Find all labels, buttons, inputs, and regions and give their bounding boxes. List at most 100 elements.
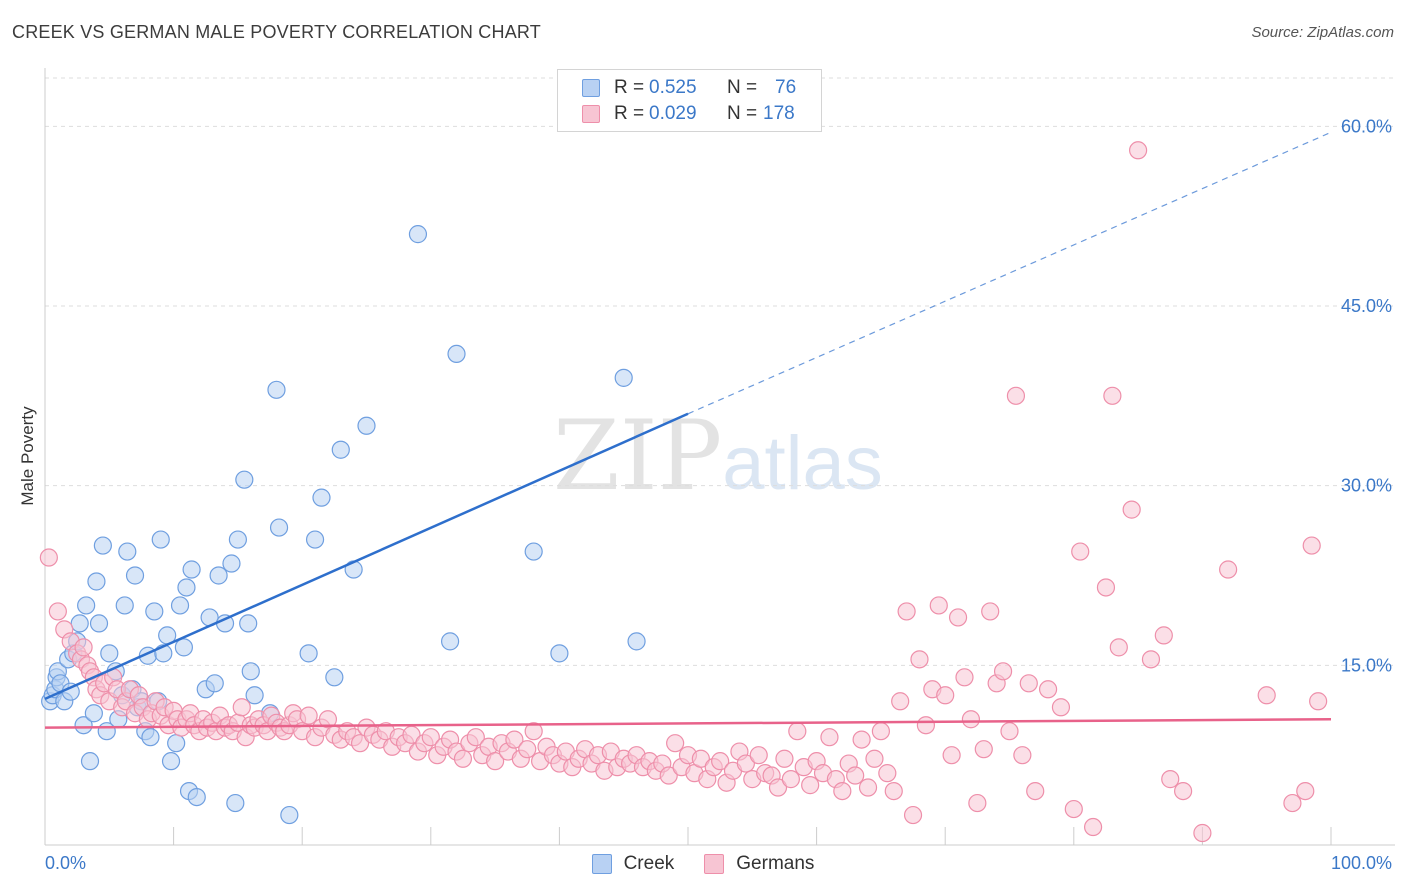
creek-point: [239, 614, 258, 633]
germans-point: [524, 722, 543, 741]
germans-point: [299, 706, 318, 725]
creek-point: [267, 380, 286, 399]
germans-point: [1219, 560, 1238, 579]
creek-point: [170, 596, 190, 615]
germans-point: [48, 602, 67, 621]
germans-point: [801, 776, 820, 795]
creek-point: [357, 416, 376, 435]
germans-point: [666, 734, 685, 753]
creek-point: [440, 632, 460, 651]
germans-point: [936, 686, 955, 705]
legend-r-label: R =: [614, 77, 645, 98]
germans-point: [1283, 793, 1302, 813]
y-tick-label: 60.0%: [1341, 116, 1392, 136]
creek-point: [93, 536, 112, 555]
legend-row-germans: R = 0.029 N = 178: [582, 102, 795, 126]
series-legend-germans[interactable]: Germans: [704, 853, 814, 875]
germans-point: [981, 602, 1000, 621]
creek-point: [87, 572, 106, 591]
germans-point: [1019, 674, 1038, 693]
germans-point: [846, 766, 865, 785]
legend-swatch-creek: [582, 79, 600, 97]
germans-point: [1000, 722, 1019, 741]
creek-point: [209, 566, 228, 585]
germans-point: [1051, 698, 1071, 717]
creek-point: [614, 368, 633, 387]
watermark-zip: ZIP: [553, 400, 723, 512]
germans-point: [1064, 799, 1083, 819]
creek-point: [524, 542, 543, 561]
germans-point: [350, 734, 370, 753]
germans-point: [878, 764, 897, 783]
germans-point: [1096, 578, 1116, 597]
germans-point: [749, 746, 768, 765]
germans-point: [1161, 770, 1180, 789]
germans-point: [891, 692, 910, 711]
creek-point: [228, 530, 247, 549]
germans-point: [1154, 626, 1173, 645]
creek-point: [182, 560, 201, 579]
creek-point: [269, 518, 289, 537]
germans-point: [1174, 781, 1193, 801]
legend-r-value: 0.525: [649, 77, 697, 98]
germans-point: [1013, 746, 1032, 765]
germans-point: [968, 793, 987, 813]
series-legend: Creek Germans: [0, 853, 1406, 875]
creek-point: [89, 614, 109, 633]
germans-point: [318, 710, 338, 729]
germans-point: [942, 746, 961, 765]
x-tick-label: 0.0%: [45, 853, 86, 873]
germans-point: [486, 752, 505, 771]
germans-point: [961, 710, 981, 729]
creek-point: [222, 554, 241, 573]
germans-point: [865, 749, 884, 768]
creek-point: [408, 225, 428, 244]
germans-point: [1122, 500, 1141, 519]
y-tick-label: 45.0%: [1341, 296, 1392, 316]
creek-point: [187, 787, 206, 807]
germans-point: [903, 805, 923, 825]
chart-title: CREEK VS GERMAN MALE POVERTY CORRELATION…: [12, 22, 541, 42]
y-tick-label: 30.0%: [1341, 476, 1392, 496]
germans-point: [897, 602, 916, 621]
creek-point: [325, 668, 344, 687]
creek-point: [205, 674, 224, 693]
germans-point: [871, 722, 891, 741]
series-legend-creek[interactable]: Creek: [591, 853, 674, 875]
germans-point: [910, 650, 929, 669]
creek-point: [305, 530, 325, 549]
germans-point: [1296, 781, 1315, 801]
creek-point: [550, 644, 569, 663]
germans-point: [948, 608, 968, 627]
creek-point: [151, 530, 170, 549]
creek-point: [161, 752, 181, 771]
germans-point: [993, 662, 1013, 681]
germans-point: [659, 766, 678, 785]
source-label: Source: ZipAtlas.com: [1251, 24, 1394, 41]
creek-point: [80, 752, 100, 771]
germans-point: [39, 548, 58, 567]
creek-point: [84, 704, 103, 723]
germans-point: [1083, 817, 1103, 837]
germans-point: [775, 749, 794, 768]
germans-point: [74, 638, 93, 657]
germans-point: [736, 754, 755, 773]
creek-point: [245, 686, 264, 705]
germans-point: [768, 778, 788, 797]
germans-trend-line: [44, 717, 1332, 729]
creek-point: [627, 632, 646, 651]
germans-point: [833, 781, 852, 801]
germans-point: [916, 716, 936, 735]
legend-r-label: R =: [614, 103, 645, 124]
legend-swatch-germans: [582, 105, 600, 123]
legend-n-label: N =: [727, 103, 758, 124]
germans-point: [852, 730, 871, 749]
germans-point: [974, 740, 993, 759]
creek-point: [331, 440, 350, 459]
series-swatch-germans: [704, 854, 725, 874]
creek-point: [77, 596, 96, 615]
watermark-atlas: atlas: [722, 421, 883, 506]
legend-n-value: 178: [763, 103, 795, 124]
germans-point: [1071, 542, 1090, 561]
creek-point: [226, 793, 245, 813]
